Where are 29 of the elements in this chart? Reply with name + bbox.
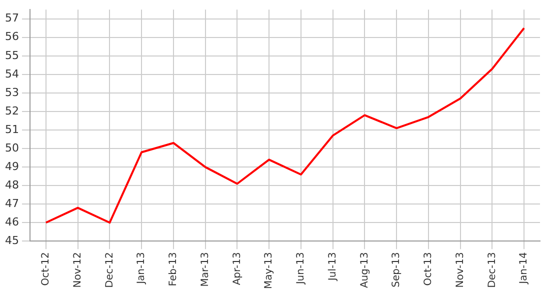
x-tick-label: Oct-13 bbox=[423, 252, 434, 286]
y-tick-label: 56 bbox=[4, 30, 19, 44]
x-tick-label: Jan-13 bbox=[136, 252, 148, 285]
x-tick-label: Jun-13 bbox=[296, 252, 307, 286]
x-tick-label: Dec-13 bbox=[486, 252, 498, 288]
y-tick-label: 53 bbox=[4, 86, 19, 99]
y-tick-label: 54 bbox=[4, 67, 19, 80]
x-tick-label: Sep-13 bbox=[391, 252, 402, 288]
y-tick-label: 57 bbox=[4, 12, 19, 25]
x-tick-label: Nov-12 bbox=[72, 252, 84, 288]
y-tick-label: 49 bbox=[4, 160, 19, 173]
x-tick-label: May-13 bbox=[264, 252, 275, 290]
x-tick-label: Dec-12 bbox=[104, 252, 116, 288]
x-tick-label: Feb-13 bbox=[168, 252, 180, 286]
y-tick-label: 51 bbox=[4, 122, 19, 136]
y-tick-label: 50 bbox=[4, 141, 19, 154]
x-tick-label: Jul-13 bbox=[327, 252, 338, 282]
x-tick-label: Jan-14 bbox=[518, 252, 530, 285]
y-tick-label: 45 bbox=[4, 234, 19, 248]
x-tick-label: Oct-12 bbox=[40, 252, 52, 286]
y-tick-label: 55 bbox=[4, 48, 19, 62]
y-tick-label: 47 bbox=[4, 196, 19, 210]
x-tick-label: Apr-13 bbox=[232, 252, 243, 286]
y-tick-label: 46 bbox=[4, 216, 19, 229]
x-tick-label: Aug-13 bbox=[359, 252, 370, 288]
y-tick-label: 48 bbox=[4, 178, 19, 192]
x-tick-label: Mar-13 bbox=[200, 252, 211, 287]
y-tick-label: 52 bbox=[4, 104, 19, 118]
x-tick-label: Nov-13 bbox=[454, 252, 466, 288]
